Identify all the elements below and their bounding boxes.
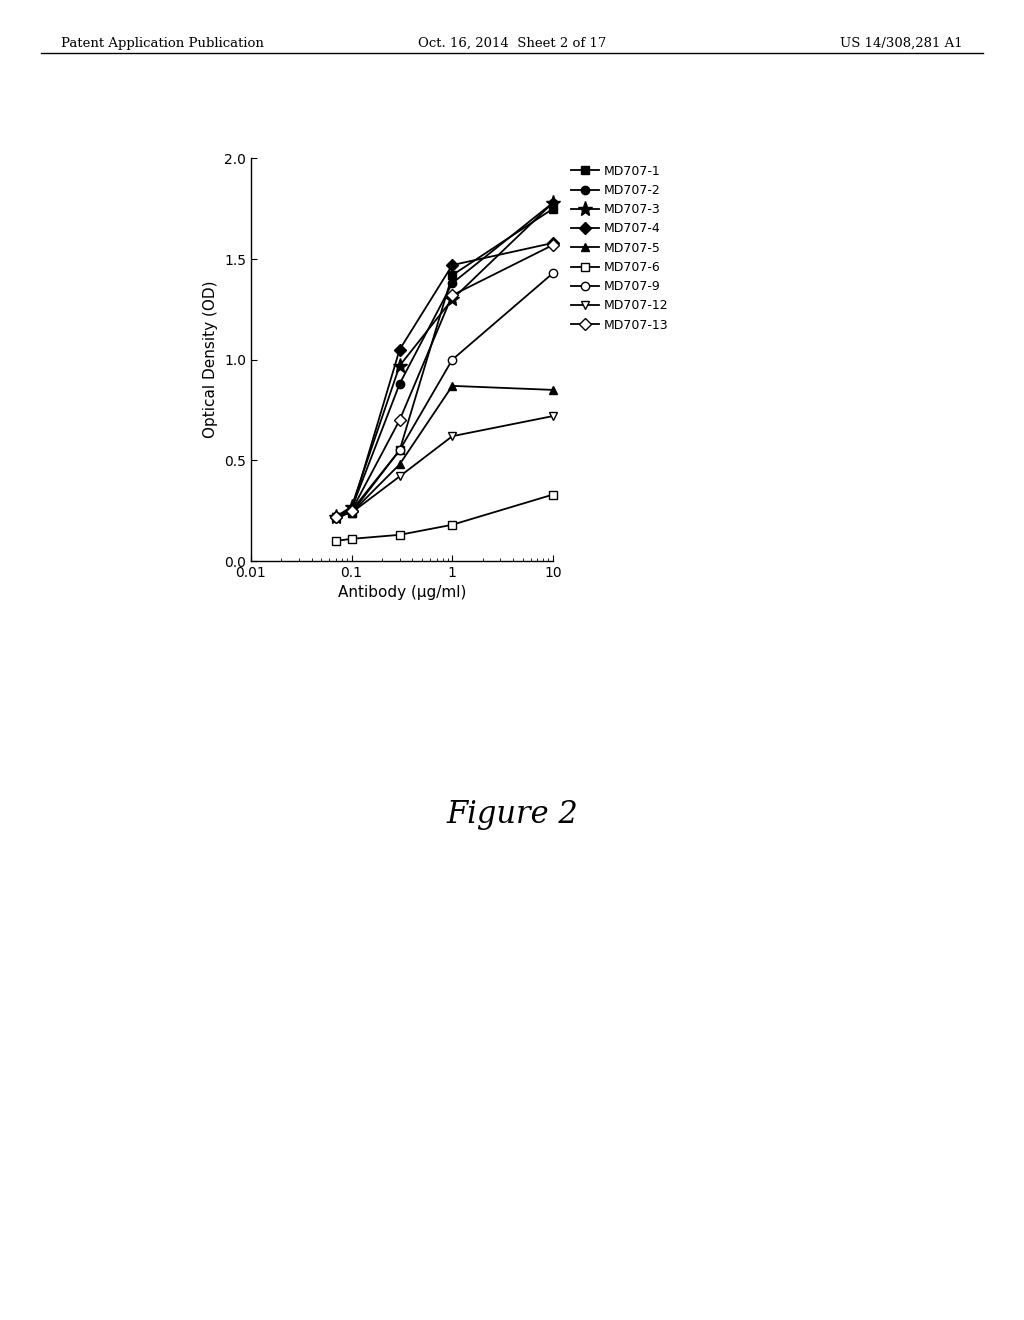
MD707-13 [330,508,342,524]
MD707-2 [547,195,559,211]
Text: Patent Application Publication: Patent Application Publication [61,37,264,50]
MD707-3 [345,499,357,515]
Line: MD707-3: MD707-3 [329,195,560,524]
MD707-4 [330,508,342,524]
Text: Figure 2: Figure 2 [446,799,578,829]
Line: MD707-12: MD707-12 [332,412,557,521]
MD707-9 [345,503,357,519]
Line: MD707-5: MD707-5 [332,381,557,521]
MD707-2 [330,508,342,524]
MD707-9 [393,442,406,458]
Line: MD707-6: MD707-6 [332,491,557,545]
MD707-5 [345,504,357,520]
MD707-3 [446,292,459,308]
Y-axis label: Optical Density (OD): Optical Density (OD) [204,281,218,438]
MD707-9 [330,508,342,524]
X-axis label: Antibody (μg/ml): Antibody (μg/ml) [338,585,466,601]
MD707-13 [446,288,459,304]
MD707-1 [446,267,459,282]
MD707-5 [446,378,459,393]
MD707-13 [393,412,406,428]
MD707-4 [393,342,406,358]
MD707-2 [345,500,357,516]
MD707-1 [330,508,342,524]
MD707-5 [547,381,559,397]
MD707-4 [345,503,357,519]
MD707-12 [330,508,342,524]
MD707-2 [393,376,406,392]
MD707-6 [345,531,357,546]
Text: US 14/308,281 A1: US 14/308,281 A1 [840,37,963,50]
Line: MD707-1: MD707-1 [332,205,557,521]
Legend: MD707-1, MD707-2, MD707-3, MD707-4, MD707-5, MD707-6, MD707-9, MD707-12, MD707-1: MD707-1, MD707-2, MD707-3, MD707-4, MD70… [571,165,669,331]
Line: MD707-13: MD707-13 [332,240,557,521]
MD707-12 [393,469,406,484]
MD707-4 [446,257,459,273]
MD707-6 [393,527,406,543]
MD707-6 [446,517,459,533]
MD707-3 [330,508,342,524]
MD707-5 [393,457,406,473]
MD707-6 [547,487,559,503]
MD707-1 [345,504,357,520]
MD707-4 [547,235,559,251]
MD707-13 [547,238,559,253]
MD707-9 [547,265,559,281]
Line: MD707-9: MD707-9 [332,269,557,521]
MD707-2 [446,276,459,292]
MD707-1 [547,201,559,216]
MD707-3 [393,358,406,374]
MD707-13 [345,503,357,519]
MD707-6 [330,533,342,549]
MD707-3 [547,195,559,211]
MD707-12 [345,504,357,520]
MD707-9 [446,352,459,368]
MD707-12 [446,428,459,444]
Line: MD707-2: MD707-2 [332,198,557,521]
MD707-5 [330,508,342,524]
Line: MD707-4: MD707-4 [332,239,557,521]
MD707-1 [393,442,406,458]
MD707-12 [547,408,559,424]
Text: Oct. 16, 2014  Sheet 2 of 17: Oct. 16, 2014 Sheet 2 of 17 [418,37,606,50]
